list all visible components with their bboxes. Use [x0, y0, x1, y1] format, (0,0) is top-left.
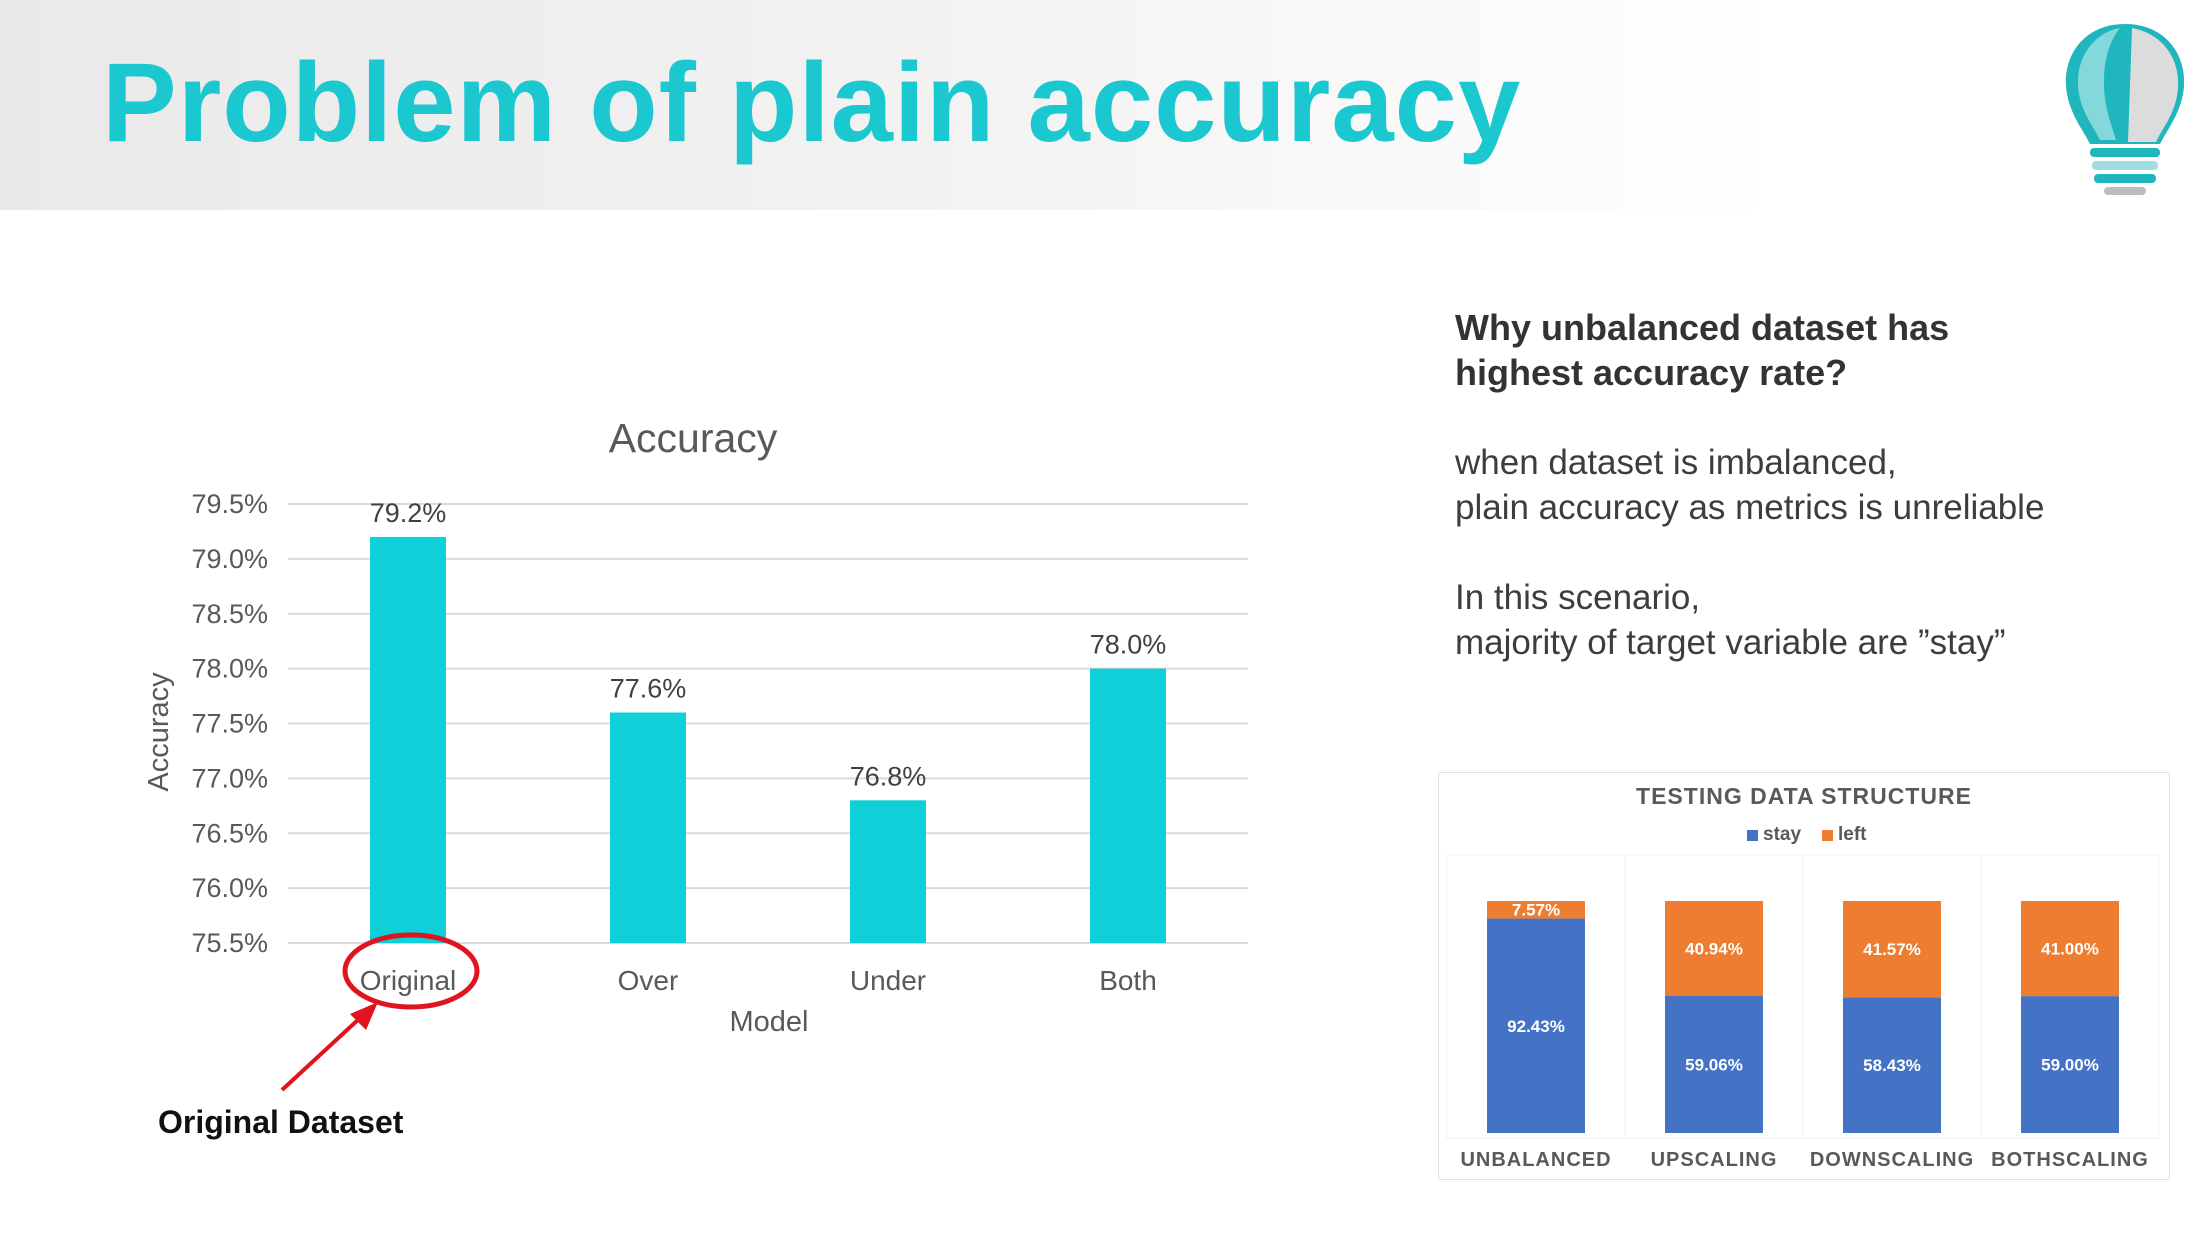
y-tick-label: 77.0%: [191, 763, 268, 793]
highlight-circle: [342, 932, 480, 1010]
segment-left-upscaling: [1665, 901, 1763, 996]
bar-under: [850, 800, 926, 943]
bars: [370, 536, 1166, 943]
y-axis-ticks: 75.5% 76.0% 76.5% 77.0% 77.5% 78.0% 78.5% 79.0%…: [191, 489, 268, 958]
explanation-question: Why unbalanced dataset has highest accur…: [1455, 307, 1950, 393]
x-tick-label: DOWNSCALING: [1810, 1149, 1974, 1171]
segment-label: 92.43%: [1507, 1017, 1565, 1036]
explanation-paragraph-2: In this scenario, majority of target var…: [1455, 578, 2006, 662]
bar-original: [370, 536, 446, 943]
x-axis-ticks: UNBALANCED UPSCALING DOWNSCALING BOTHSCALIN…: [1460, 1149, 2149, 1171]
x-tick-label: Original: [360, 965, 456, 996]
legend-label-stay: stay: [1763, 824, 1801, 845]
y-tick-label: 79.5%: [191, 489, 268, 519]
y-tick-label: 76.0%: [191, 873, 268, 903]
x-tick-label: UPSCALING: [1651, 1149, 1778, 1171]
y-tick-label: 78.0%: [191, 654, 268, 684]
y-tick-label: 78.5%: [191, 599, 268, 629]
segment-stay-upscaling: [1665, 995, 1763, 1133]
x-tick-label: BOTHSCALING: [1991, 1149, 2149, 1171]
data-label: 79.2%: [370, 498, 447, 528]
segment-label: 40.94%: [1685, 939, 1743, 958]
segment-stay-bothscaling: [2021, 996, 2119, 1133]
data-label: 76.8%: [850, 761, 927, 791]
legend-label-left: left: [1838, 824, 1867, 845]
segment-stay-unbalanced: [1487, 918, 1585, 1133]
segment-left-unbalanced: [1487, 901, 1585, 919]
data-label: 78.0%: [1090, 630, 1167, 660]
x-axis-ticks: Original Over Under Both: [360, 965, 1157, 996]
data-labels: 79.2% 77.6% 76.8% 78.0%: [370, 498, 1167, 791]
x-tick-label: Under: [850, 965, 926, 996]
chart-title: TESTING DATA STRUCTURE: [1636, 783, 1972, 809]
segment-label: 59.06%: [1685, 1055, 1743, 1074]
explanation-text: Why unbalanced dataset has highest accur…: [1455, 305, 2175, 665]
x-tick-label: UNBALANCED: [1460, 1149, 1611, 1171]
segment-label: 58.43%: [1863, 1056, 1921, 1075]
segment-label: 59.00%: [2041, 1056, 2099, 1075]
segment-label: 41.00%: [2041, 940, 2099, 959]
segment-stay-downscaling: [1843, 997, 1941, 1133]
chart-title: Accuracy: [609, 415, 778, 461]
annotation-label: Original Dataset: [158, 1104, 404, 1140]
stacked-bars: 92.43% 7.57% 59.06% 40.94% 58.43% 41.57% 59.00…: [1487, 855, 2119, 1138]
x-tick-label: Over: [618, 965, 679, 996]
title-banner: [0, 0, 1780, 210]
lightbulb-icon: [2065, 24, 2185, 195]
bar-both: [1090, 668, 1166, 943]
x-tick-label: Both: [1099, 965, 1157, 996]
chart-legend: stay left: [1747, 824, 1867, 845]
segment-label: 7.57%: [1512, 901, 1560, 920]
segment-left-bothscaling: [2021, 901, 2119, 997]
bar-over: [610, 712, 686, 943]
segment-left-downscaling: [1843, 901, 1941, 998]
testing-data-structure-chart: TESTING DATA STRUCTURE stay left 92.43% 7…: [1438, 772, 2170, 1180]
segment-label: 41.57%: [1863, 940, 1921, 959]
legend-swatch-left: [1822, 830, 1833, 841]
x-axis-label: Model: [730, 1006, 809, 1038]
y-tick-label: 77.5%: [191, 709, 268, 739]
legend-swatch-stay: [1747, 830, 1758, 841]
y-tick-label: 76.5%: [191, 818, 268, 848]
accuracy-bar-chart: Accuracy 75.5%76.0%76.5%77.0%77.5%78.0%7…: [143, 415, 1248, 1038]
y-tick-label: 79.0%: [191, 544, 268, 574]
y-tick-label: 75.5%: [191, 928, 268, 958]
y-axis-label: Accuracy: [143, 672, 175, 792]
annotation-arrow: [280, 1002, 378, 1092]
explanation-paragraph-1: when dataset is imbalanced, plain accura…: [1455, 443, 2045, 527]
data-label: 77.6%: [610, 674, 687, 704]
slide-title: Problem of plain accuracy: [102, 40, 1522, 165]
